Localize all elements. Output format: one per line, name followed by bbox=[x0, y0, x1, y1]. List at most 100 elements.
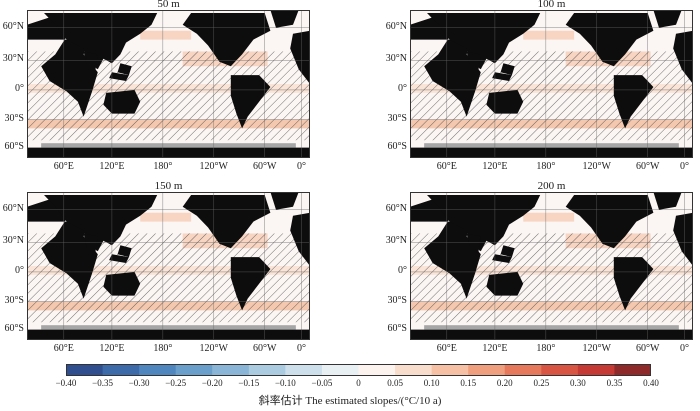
warming-band bbox=[523, 30, 575, 40]
longitude-label: 60°W bbox=[253, 343, 277, 354]
colorbar-tick-label: −0.35 bbox=[92, 378, 113, 388]
land-mass bbox=[44, 13, 158, 70]
colorbar-tick-label: 0.15 bbox=[460, 378, 477, 388]
longitude-label: 120°W bbox=[582, 343, 611, 354]
colorbar-tick-label: −0.20 bbox=[201, 378, 223, 388]
map-frame bbox=[410, 192, 693, 340]
latitude-label: 60°S bbox=[387, 322, 407, 334]
land-mass bbox=[83, 51, 98, 73]
latitude-label: 0° bbox=[15, 264, 24, 276]
longitude-label: 120°E bbox=[99, 343, 125, 354]
panel-title: 150 m bbox=[154, 180, 183, 192]
colorbar-tick-label: −0.30 bbox=[128, 378, 150, 388]
map-p100 bbox=[410, 10, 693, 158]
colorbar-tick-label: −0.25 bbox=[165, 378, 187, 388]
land-mass bbox=[492, 72, 512, 81]
longitude-label: 60°E bbox=[53, 161, 74, 172]
land-mass bbox=[270, 10, 299, 28]
colorbar-swatch bbox=[175, 364, 213, 376]
colorbar-tick-label: 0.25 bbox=[533, 378, 550, 388]
land-mass bbox=[500, 245, 515, 258]
warming-band bbox=[523, 212, 575, 222]
longitude-label: 60°E bbox=[53, 343, 74, 354]
latitude-label: 30°S bbox=[4, 112, 24, 124]
land-mass bbox=[182, 195, 271, 249]
land-mass bbox=[83, 233, 98, 255]
latitude-label: 30°S bbox=[4, 294, 24, 306]
panel-title: 50 m bbox=[157, 0, 180, 10]
colorbar-tick-label: −0.05 bbox=[311, 378, 333, 388]
land-mass bbox=[466, 51, 481, 73]
colorbar-swatch bbox=[212, 364, 250, 376]
longitude-label: 180° bbox=[536, 161, 556, 172]
colorbar-swatch bbox=[577, 364, 615, 376]
land-mass bbox=[653, 10, 682, 28]
colorbar-swatches bbox=[66, 364, 651, 376]
latitude-label: 60°S bbox=[387, 140, 407, 152]
land-mass bbox=[27, 147, 310, 158]
land-mass bbox=[565, 13, 654, 67]
map-panel-p150 bbox=[27, 192, 310, 340]
latitude-label: 0° bbox=[398, 264, 407, 276]
colorbar-frame bbox=[66, 364, 651, 376]
longitude-label: 0° bbox=[680, 343, 689, 354]
colorbar-swatch bbox=[431, 364, 469, 376]
land-mass bbox=[109, 254, 129, 263]
missing-data-area bbox=[41, 325, 296, 332]
colorbar-swatch bbox=[248, 364, 286, 376]
latitude-label: 60°N bbox=[2, 202, 24, 214]
colorbar bbox=[66, 364, 651, 376]
panel-title: 100 m bbox=[537, 0, 566, 10]
colorbar-swatch bbox=[102, 364, 140, 376]
map-panel-p100 bbox=[410, 10, 693, 158]
longitude-label: 0° bbox=[680, 161, 689, 172]
colorbar-swatch bbox=[504, 364, 542, 376]
longitude-label: 0° bbox=[297, 343, 306, 354]
longitude-label: 120°W bbox=[199, 161, 228, 172]
land-mass bbox=[109, 72, 129, 81]
map-panel-p50 bbox=[27, 10, 310, 158]
latitude-label: 0° bbox=[15, 82, 24, 94]
map-panel-p200 bbox=[410, 192, 693, 340]
longitude-label: 60°W bbox=[636, 343, 660, 354]
land-mass bbox=[613, 257, 654, 311]
longitude-label: 120°E bbox=[482, 343, 508, 354]
latitude-label: 60°S bbox=[4, 322, 24, 334]
land-mass bbox=[270, 192, 299, 210]
land-mass bbox=[673, 30, 693, 84]
land-mass bbox=[427, 195, 541, 252]
longitude-label: 120°E bbox=[99, 161, 125, 172]
colorbar-swatch bbox=[395, 364, 433, 376]
latitude-label: 30°S bbox=[387, 294, 407, 306]
land-mass bbox=[673, 212, 693, 266]
land-mass bbox=[117, 245, 132, 258]
land-mass bbox=[290, 30, 310, 84]
longitude-label: 180° bbox=[153, 343, 173, 354]
colorbar-swatch bbox=[614, 364, 651, 376]
colorbar-title: 斜率估计 The estimated slopes/(°C/10 a) bbox=[258, 395, 442, 407]
latitude-label: 30°S bbox=[387, 112, 407, 124]
colorbar-swatch bbox=[66, 364, 104, 376]
latitude-label: 30°N bbox=[2, 53, 24, 65]
land-mass bbox=[565, 195, 654, 249]
land-mass bbox=[466, 233, 481, 255]
land-mass bbox=[427, 13, 541, 70]
land-mass bbox=[27, 329, 310, 340]
colorbar-tick-label: 0.35 bbox=[606, 378, 623, 388]
land-mass bbox=[290, 212, 310, 266]
land-mass bbox=[44, 195, 158, 252]
latitude-label: 60°S bbox=[4, 140, 24, 152]
colorbar-swatch bbox=[358, 364, 396, 376]
warming-band bbox=[140, 30, 192, 40]
land-mass bbox=[230, 257, 271, 311]
colorbar-tick-label: 0.30 bbox=[570, 378, 586, 388]
land-mass bbox=[410, 329, 693, 340]
land-mass bbox=[410, 147, 693, 158]
map-frame bbox=[410, 10, 693, 158]
land-mass bbox=[103, 271, 141, 296]
panel-title: 200 m bbox=[537, 180, 566, 192]
warming-band bbox=[140, 212, 192, 222]
colorbar-swatch bbox=[468, 364, 506, 376]
colorbar-tick-label: −0.40 bbox=[55, 378, 77, 388]
latitude-label: 30°N bbox=[2, 235, 24, 247]
